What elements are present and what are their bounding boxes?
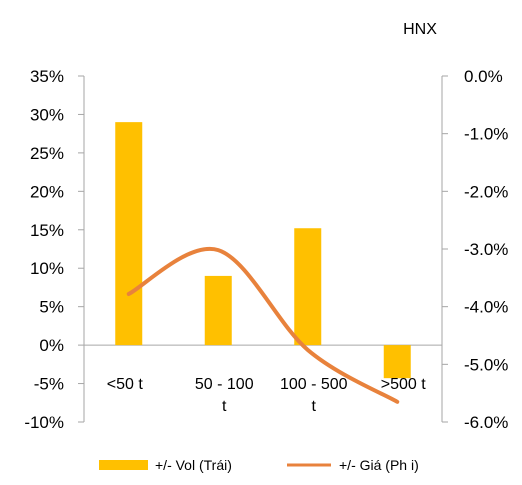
left-axis-tick-label: 0% <box>39 336 64 355</box>
bar <box>204 275 232 346</box>
bar <box>115 122 143 346</box>
category-labels: <50 t 50 - 100 t 100 - 500 t >500 t <box>107 376 427 415</box>
category-label: 100 - 500 <box>280 376 348 393</box>
left-axis-tick-label: 15% <box>30 221 64 240</box>
legend-bar-label: +/- Vol (Trái) <box>155 457 232 473</box>
left-axis-tick-label: 20% <box>30 182 64 201</box>
legend-bar-swatch <box>99 460 148 470</box>
right-axis-tick-label: 0.0% <box>464 67 503 86</box>
bar <box>383 345 411 379</box>
right-axis-tick-label: -2.0% <box>464 182 508 201</box>
category-label: t <box>222 398 227 415</box>
category-label: >500 t <box>381 376 426 393</box>
legend: +/- Vol (Trái) +/- Giá (Ph i) <box>99 457 419 473</box>
category-label: t <box>312 398 317 415</box>
right-axis-tick-label: -6.0% <box>464 413 508 432</box>
bar <box>294 228 322 346</box>
left-axis-tick-label: 5% <box>39 298 64 317</box>
left-axis-tick-label: -5% <box>34 375 64 394</box>
right-axis-tick-label: -3.0% <box>464 240 508 259</box>
chart-title: HNX <box>403 21 437 38</box>
left-axis-tick-label: 10% <box>30 259 64 278</box>
legend-line-label: +/- Giá (Ph i) <box>339 457 419 473</box>
right-axis-tick-label: -4.0% <box>464 298 508 317</box>
category-label: 50 - 100 <box>195 376 254 393</box>
axes: -10% -5% 0% 5% 10% 15% 20% 25% 30% 35% -6.0% -5.0% -… <box>24 67 508 432</box>
left-axis-tick-label: 25% <box>30 144 64 163</box>
price-line-path <box>126 246 400 404</box>
left-axis-tick-label: 30% <box>30 105 64 124</box>
right-axis-tick-label: -1.0% <box>464 125 508 144</box>
left-axis-tick-label: 35% <box>30 67 64 86</box>
category-label: <50 t <box>107 376 144 393</box>
right-axis-tick-label: -5.0% <box>464 355 508 374</box>
bars <box>115 122 411 379</box>
left-axis-tick-label: -10% <box>24 413 64 432</box>
price-line <box>126 246 400 404</box>
